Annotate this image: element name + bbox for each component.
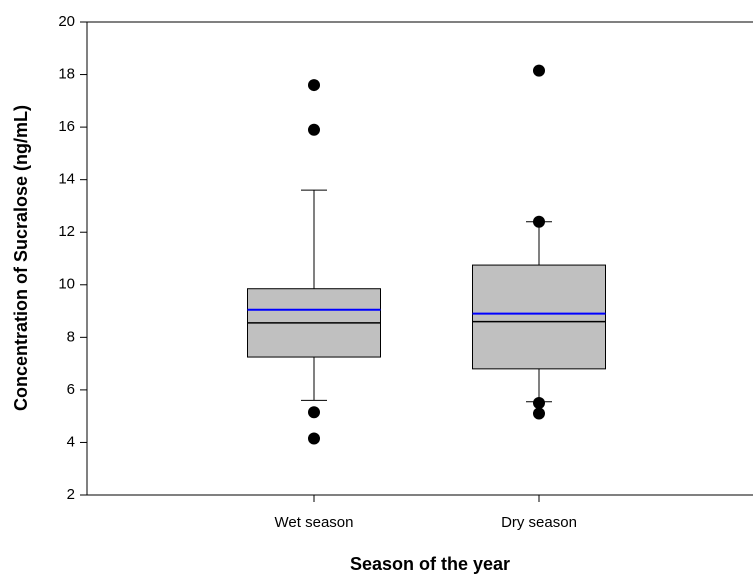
outlier	[308, 123, 320, 136]
outlier	[533, 397, 545, 410]
box	[472, 264, 606, 370]
y-tick-label: 14	[58, 171, 75, 188]
outlier	[308, 432, 320, 445]
outlier	[308, 406, 320, 419]
outlier	[533, 215, 545, 228]
y-tick-label: 4	[67, 433, 75, 450]
outlier	[308, 79, 320, 92]
outlier	[533, 407, 545, 420]
outlier	[533, 64, 545, 77]
x-tick-label: Dry season	[501, 514, 577, 531]
y-tick-label: 18	[58, 66, 75, 83]
y-tick-label: 2	[67, 486, 75, 503]
x-axis-title: Season of the year	[350, 554, 510, 574]
y-tick-label: 16	[58, 118, 75, 135]
y-tick-label: 6	[67, 381, 75, 398]
x-tick-label: Wet season	[275, 514, 354, 531]
y-tick-label: 12	[58, 223, 75, 240]
y-tick-label: 8	[67, 328, 75, 345]
y-tick-label: 10	[58, 276, 75, 293]
y-axis-title: Concentration of Sucralose (ng/mL)	[11, 105, 31, 411]
y-tick-label: 20	[58, 13, 75, 30]
